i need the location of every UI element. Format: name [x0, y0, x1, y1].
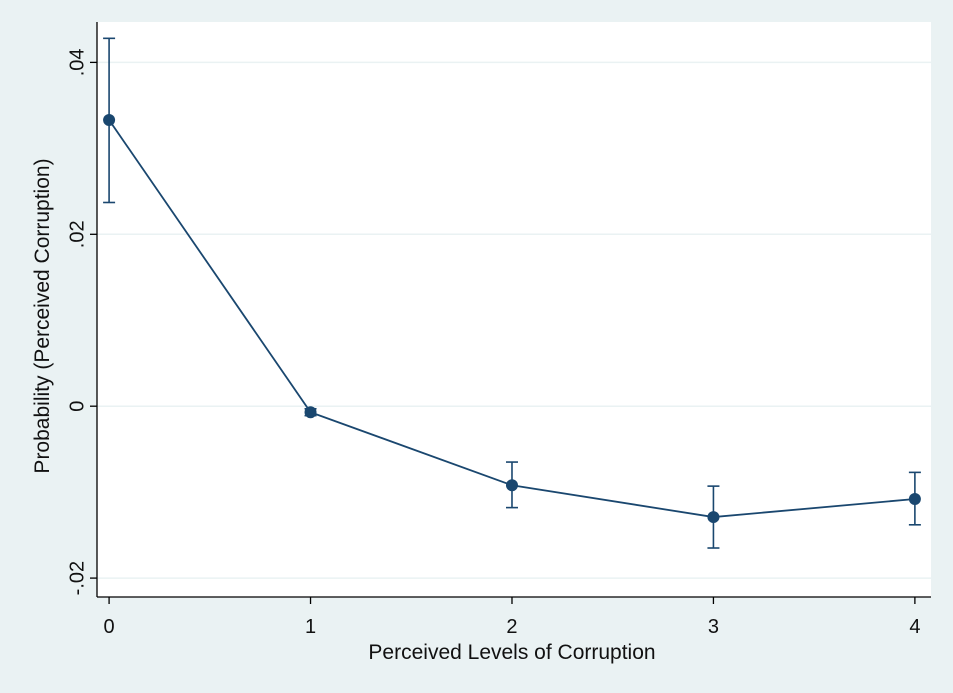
x-tick-label: 4 [909, 616, 920, 638]
x-tick-label: 1 [305, 616, 316, 638]
ticks: -.02 0 .02 .04 0 1 2 3 4 [66, 48, 920, 638]
x-axis-title: Perceived Levels of Corruption [368, 641, 655, 664]
data-point [908, 493, 921, 506]
data-point [707, 511, 720, 524]
y-tick-label: .04 [66, 48, 88, 76]
data-points [103, 113, 921, 524]
y-tick-label: -.02 [66, 561, 88, 595]
y-tick-label: .02 [66, 220, 88, 248]
data-point [304, 406, 317, 419]
y-axis-title: Probability (Perceived Corruption) [31, 158, 54, 473]
plot-background [97, 22, 931, 597]
data-point [103, 113, 116, 126]
x-tick-label: 3 [708, 616, 719, 638]
x-tick-label: 0 [104, 616, 115, 638]
y-tick-label: 0 [66, 401, 88, 412]
axes [96, 22, 931, 598]
x-tick-label: 2 [506, 616, 517, 638]
grid-lines [97, 61, 931, 579]
data-point [505, 479, 518, 492]
